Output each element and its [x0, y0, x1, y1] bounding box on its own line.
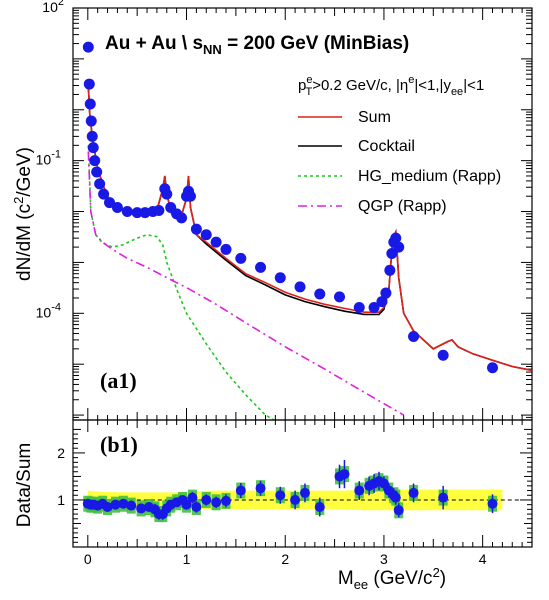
- ratio-points: [82, 459, 498, 523]
- top-x-ticks: [87, 8, 533, 420]
- data-point: [89, 155, 101, 167]
- data-point: [86, 130, 98, 142]
- data-point: [184, 190, 196, 202]
- data-point: [82, 41, 94, 53]
- bottom-frame: [72, 419, 533, 548]
- data-point: [111, 202, 123, 214]
- panel-label-b1: (b1): [100, 432, 138, 457]
- data-point: [153, 204, 165, 216]
- x-tick-label: 0: [84, 551, 92, 567]
- legend-label: QGP (Rapp): [358, 198, 447, 215]
- ratio-point: [110, 499, 121, 510]
- bottom-y-axis-label: Data/Sum: [14, 443, 35, 527]
- ratio-point: [393, 505, 404, 516]
- legend-label: HG_medium (Rapp): [358, 168, 501, 185]
- ratio-point: [102, 502, 113, 513]
- ratio-point: [118, 498, 129, 509]
- data-point: [210, 236, 222, 248]
- x-tick-label: 3: [380, 551, 388, 567]
- y-tick-label: 102: [42, 0, 64, 15]
- data-point: [85, 115, 97, 127]
- data-point: [294, 281, 306, 293]
- ratio-panel: 1 2 0 1 2 3 4 (b1) Data/Sum Mee (GeV/c2): [14, 419, 533, 592]
- ratio-point: [136, 503, 147, 514]
- ratio-point: [408, 487, 419, 498]
- data-point: [104, 197, 116, 209]
- top-y-ticks: 102 10-1 10-4: [36, 0, 532, 421]
- data-point: [255, 261, 267, 273]
- data-point: [190, 223, 202, 235]
- y-tick-label: 10-1: [36, 149, 61, 168]
- y-tick-label: 1: [57, 492, 65, 508]
- data-point: [87, 142, 99, 154]
- ratio-point: [314, 502, 325, 513]
- data-point: [408, 331, 420, 343]
- data-point: [235, 252, 247, 264]
- x-tick-label: 4: [479, 551, 487, 567]
- ratio-point: [290, 494, 301, 505]
- model-curves: [87, 85, 532, 420]
- ratio-point: [221, 495, 231, 506]
- ratio-point: [299, 487, 310, 498]
- ratio-point: [390, 492, 401, 503]
- ratio-point: [211, 497, 222, 508]
- y-tick-label: 2: [57, 445, 65, 461]
- panel-label-a1: (a1): [100, 368, 137, 393]
- chart-title: Au + Au \ sNN = 200 GeV (MinBias): [105, 33, 409, 57]
- legend: Sum Cocktail HG_medium (Rapp) QGP (Rapp): [298, 109, 501, 215]
- y-tick-label: 10-4: [36, 301, 61, 320]
- data-point: [380, 287, 392, 299]
- legend-label: Sum: [358, 109, 391, 126]
- data-point: [314, 288, 326, 300]
- bottom-axis-ticks: 1 2 0 1 2 3 4: [57, 420, 533, 567]
- x-tick-label: 1: [183, 551, 191, 567]
- data-point: [131, 207, 143, 219]
- series-line: [87, 85, 532, 372]
- ratio-point: [187, 492, 198, 503]
- data-point: [161, 188, 173, 200]
- legend-label: Cocktail: [358, 138, 415, 155]
- cuts-label: pe T>0.2 GeV/c, |ηe|<1,|yee|<1: [298, 74, 484, 98]
- data-point: [83, 78, 95, 90]
- ratio-point: [235, 485, 246, 496]
- data-point: [390, 232, 402, 244]
- data-point: [334, 291, 346, 303]
- top-y-axis-label: dN/dM (c2/GeV): [11, 147, 35, 281]
- ratio-point: [378, 478, 389, 489]
- x-tick-label: 2: [281, 551, 289, 567]
- data-point: [91, 166, 103, 178]
- data-point: [386, 247, 398, 259]
- data-point: [98, 188, 110, 200]
- ratio-point: [438, 492, 449, 503]
- series-line: [87, 145, 276, 420]
- ratio-point: [255, 483, 266, 494]
- data-point: [274, 272, 286, 284]
- ratio-point: [275, 490, 286, 501]
- ratio-point: [201, 494, 212, 505]
- ratio-point: [339, 469, 350, 480]
- data-point: [487, 362, 499, 374]
- data-point: [353, 302, 365, 314]
- ratio-point: [487, 498, 498, 509]
- ratio-point: [126, 500, 137, 511]
- data-point: [200, 229, 212, 241]
- data-point: [368, 302, 380, 314]
- data-point: [176, 212, 188, 224]
- ratio-point: [181, 499, 192, 510]
- series-line: [87, 85, 532, 372]
- data-point: [437, 349, 449, 361]
- data-point: [84, 98, 96, 110]
- data-point: [94, 178, 106, 190]
- data-points: [82, 41, 499, 374]
- data-point: [121, 206, 133, 218]
- data-point: [376, 296, 388, 308]
- data-point: [393, 241, 405, 253]
- ratio-point: [354, 485, 365, 496]
- data-point: [220, 243, 232, 255]
- data-point: [384, 264, 396, 276]
- mass-spectrum-panel: 102 10-1 10-4 Au + Au \ sNN = 200 GeV (Min…: [11, 0, 533, 421]
- x-axis-label: Mee (GeV/c2): [338, 565, 446, 592]
- ratio-point: [191, 502, 202, 513]
